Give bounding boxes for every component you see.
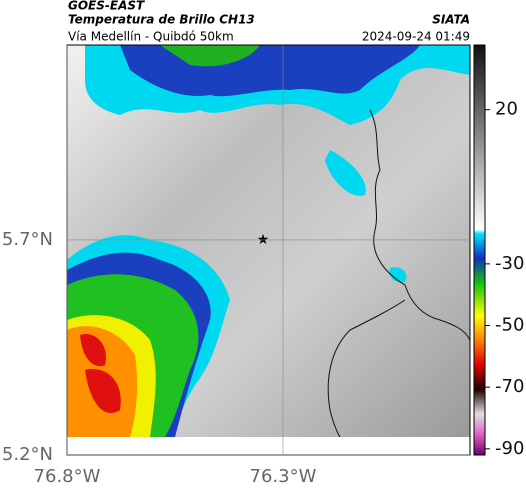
satellite-image <box>67 45 470 437</box>
timestamp: 2024-09-24 01:49 <box>362 30 470 44</box>
lat-label: 5.2°N <box>2 444 53 465</box>
lon-label: 76.8°W <box>34 466 101 487</box>
title: Temperatura de Brillo CH13 <box>68 13 255 27</box>
colorbar-label: -30 <box>495 253 524 274</box>
lon-label: 76.3°W <box>250 466 317 487</box>
lat-label: 5.7°N <box>2 229 53 250</box>
colorbar-label: -70 <box>495 376 524 397</box>
source: GOES-EAST <box>68 0 145 13</box>
colorbar <box>473 44 486 456</box>
colorbar-label: 20 <box>495 99 518 120</box>
colorbar-label: -50 <box>495 315 524 336</box>
subtitle: Vía Medellín - Quibdó 50km <box>68 30 234 44</box>
colorbar-label: -90 <box>495 438 524 459</box>
brand: SIATA <box>432 13 470 27</box>
